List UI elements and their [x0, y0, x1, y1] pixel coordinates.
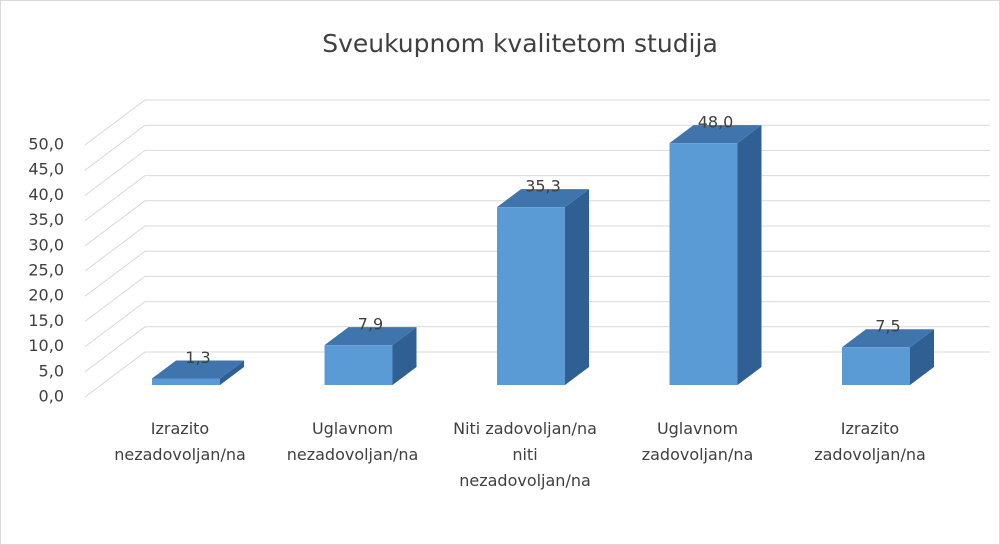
- bar-side: [220, 360, 244, 385]
- bar-front: [497, 207, 565, 385]
- value-label: 35,3: [525, 177, 561, 196]
- x-tick-label: Izrazito zadovoljan/na: [814, 419, 926, 464]
- y-tick-label: 30,0: [28, 235, 64, 254]
- y-tick-label: 5,0: [39, 361, 64, 380]
- bar-front: [842, 347, 910, 385]
- bar-side: [392, 327, 417, 385]
- value-label: 7,9: [358, 315, 383, 334]
- bar-top: [497, 189, 589, 208]
- x-tick-label: Uglavnom zadovoljan/na: [641, 419, 754, 464]
- y-tick-label: 15,0: [28, 311, 64, 330]
- bar-side: [910, 329, 934, 385]
- x-tick-label: Niti zadovoljan/na niti nezadovoljan/na: [453, 419, 597, 490]
- bar-front: [669, 143, 738, 385]
- y-tick-label: 0,0: [39, 387, 64, 406]
- bar: [152, 360, 244, 385]
- y-tick-label: 45,0: [28, 160, 64, 179]
- y-tick-label: 35,0: [28, 210, 64, 229]
- bar: [324, 327, 417, 385]
- bar-top: [324, 327, 417, 346]
- bar: [497, 189, 589, 385]
- y-tick-label: 10,0: [28, 336, 64, 355]
- bar-top: [842, 329, 934, 348]
- grid-line: [84, 124, 990, 171]
- bar-top: [669, 125, 762, 144]
- bar: [842, 329, 934, 385]
- y-tick-label: 50,0: [28, 135, 64, 154]
- x-tick-label: Uglavnom nezadovoljan/na: [286, 419, 419, 464]
- bar-front: [152, 378, 220, 385]
- bar-top: [152, 360, 244, 379]
- bar: [669, 125, 762, 385]
- bar-side: [565, 189, 589, 385]
- bar-front: [324, 345, 393, 385]
- value-label: 7,5: [875, 317, 900, 336]
- grid-line: [84, 99, 990, 146]
- value-label: 48,0: [698, 113, 734, 132]
- y-tick-label: 40,0: [28, 185, 64, 204]
- chart-title: Sveukupnom kvalitetom studija: [322, 29, 718, 58]
- x-tick-label: Izrazito nezadovoljan/na: [114, 419, 246, 464]
- y-tick-label: 25,0: [28, 261, 64, 280]
- bar-side: [737, 125, 762, 385]
- y-tick-label: 20,0: [28, 286, 64, 305]
- value-label: 1,3: [185, 348, 210, 367]
